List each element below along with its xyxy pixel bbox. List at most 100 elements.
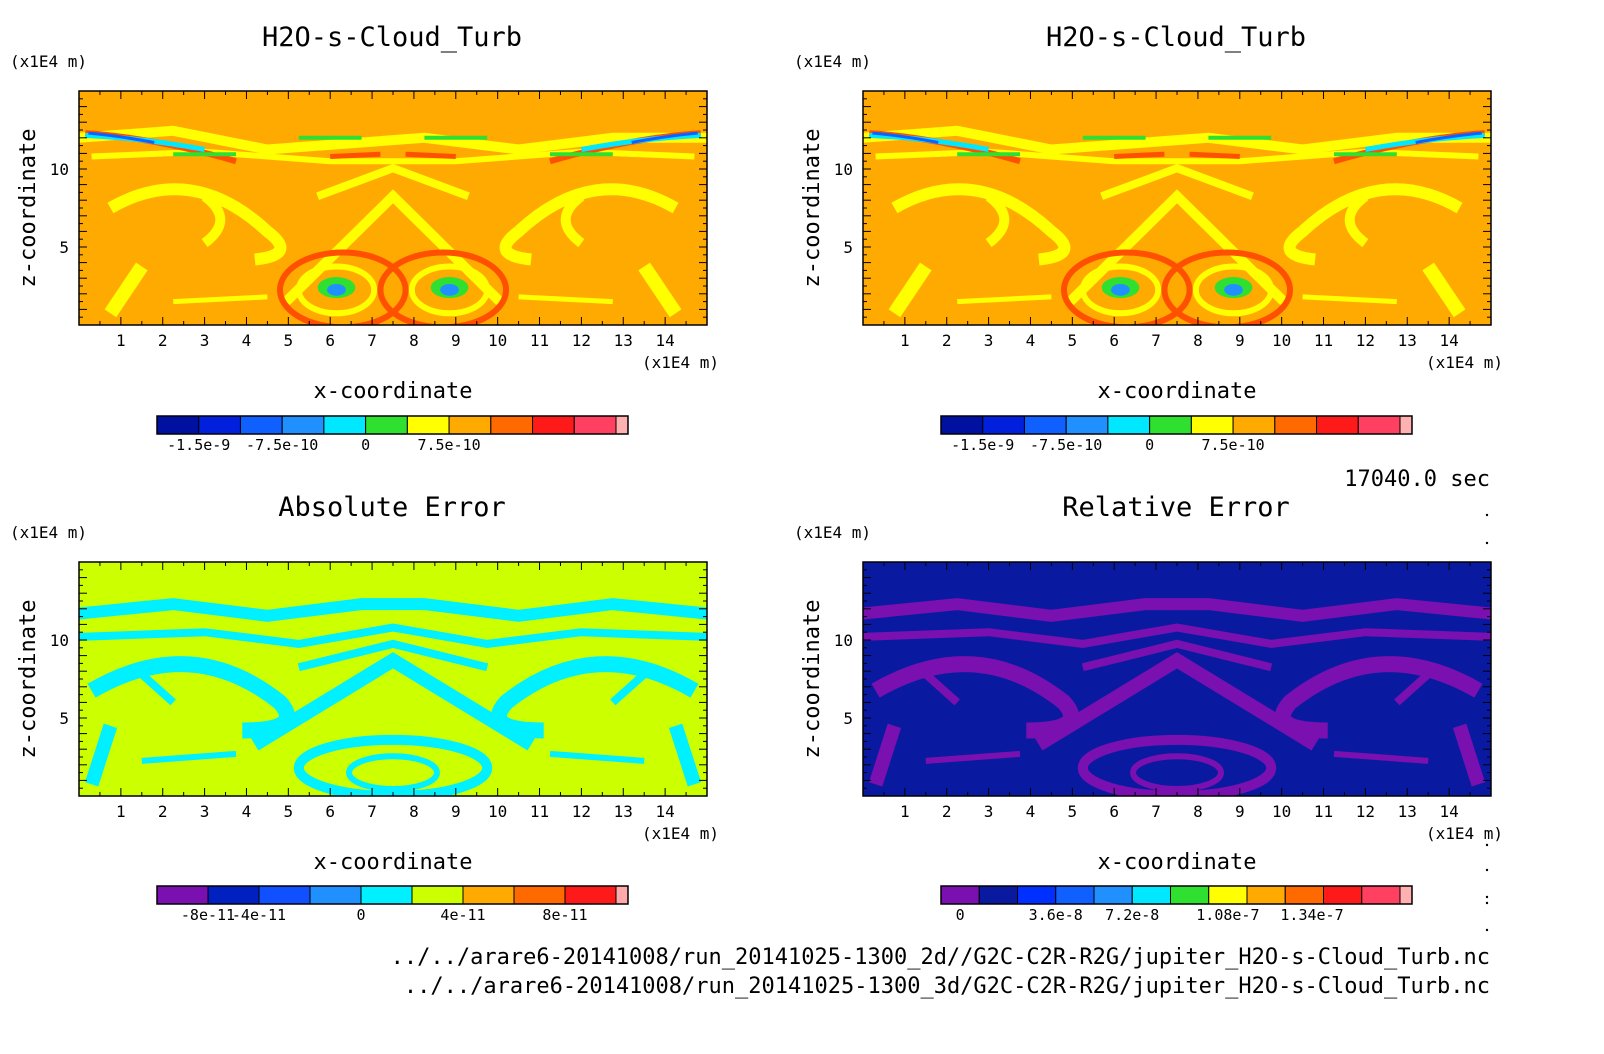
- colorbar-segment: [406, 415, 450, 435]
- colorbar-segment: [1399, 885, 1413, 905]
- colorbar-tick-label: -7.5e-10: [246, 436, 318, 454]
- field-feature: [295, 263, 378, 317]
- heatmap-field: [79, 562, 707, 796]
- x-tick-label: 10: [488, 802, 507, 821]
- edge-dot: [1485, 868, 1489, 872]
- field-feature: [1100, 163, 1254, 201]
- x-tick-label: 7: [1151, 802, 1161, 821]
- colorbar-segment: [1208, 885, 1248, 905]
- chart-panel-1: H2O-s-Cloud_Turb(x1E4 m)1 2 3 4 5 6 7 8 9 10 11 12 1…: [10, 22, 719, 454]
- heatmap-field: [79, 91, 707, 325]
- field-feature: [346, 753, 440, 792]
- colorbar-segment: [982, 415, 1025, 435]
- field-feature: [104, 262, 148, 318]
- colorbar-tick-label: -8e-11: [181, 906, 235, 924]
- x-unit-label: (x1E4 m): [642, 353, 719, 372]
- x-tick-label: 8: [1193, 802, 1203, 821]
- field-feature: [1192, 263, 1275, 317]
- field-feature: [638, 262, 682, 318]
- colorbar-segment: [564, 885, 617, 905]
- colorbar-segment: [513, 885, 566, 905]
- x-tick-label: 9: [1235, 802, 1245, 821]
- x-tick-label: 9: [1235, 331, 1245, 350]
- x-tick-label: 13: [1398, 802, 1417, 821]
- x-tick-label: 11: [1314, 802, 1333, 821]
- field-feature: [1189, 151, 1240, 159]
- colorbar-segment: [448, 415, 492, 435]
- y-tick-label: 5: [59, 709, 69, 728]
- field-feature: [1283, 183, 1463, 266]
- x-tick-label: 12: [1356, 802, 1375, 821]
- colorbar-segment: [1017, 885, 1057, 905]
- colorbar-segment: [1023, 415, 1067, 435]
- x-tick-label: 5: [1068, 331, 1078, 350]
- colorbar-tick-label: 7.5e-10: [417, 436, 480, 454]
- colorbar-segment: [198, 415, 241, 435]
- colorbar-tick-label: 7.5e-10: [1201, 436, 1264, 454]
- colorbar-tick-label: 0: [1145, 436, 1154, 454]
- x-tick-label: 8: [409, 802, 419, 821]
- field-feature: [499, 183, 679, 266]
- field-feature: [631, 131, 698, 144]
- x-unit-label: (x1E4 m): [1426, 353, 1503, 372]
- field-feature: [1081, 639, 1273, 672]
- colorbar-segment: [156, 885, 209, 905]
- edge-dot: [1485, 895, 1489, 899]
- field-feature: [1161, 249, 1294, 325]
- x-tick-label: 3: [984, 331, 994, 350]
- x-tick-label: 2: [158, 331, 168, 350]
- field-feature: [1130, 753, 1224, 792]
- colorbar-tick-label: 0: [356, 906, 365, 924]
- x-tick-label: 5: [284, 802, 294, 821]
- colorbar-tick-label: 0: [361, 436, 370, 454]
- x-axis-label: x-coordinate: [1098, 850, 1257, 875]
- x-tick-label: 2: [942, 331, 952, 350]
- x-tick-label: 10: [488, 331, 507, 350]
- x-tick-label: 13: [614, 331, 633, 350]
- field-feature: [405, 151, 456, 159]
- colorbar-tick-label: 8e-11: [542, 906, 587, 924]
- colorbar-segment: [365, 415, 408, 435]
- x-tick-label: 8: [1193, 331, 1203, 350]
- colorbar-tick-label: 7.2e-8: [1105, 906, 1159, 924]
- x-tick-label: 5: [1068, 802, 1078, 821]
- field-feature: [1344, 192, 1369, 248]
- x-tick-label: 12: [572, 802, 591, 821]
- x-tick-label: 5: [284, 331, 294, 350]
- field-feature: [408, 263, 491, 317]
- colorbar-segment: [490, 415, 534, 435]
- colorbar-segment: [1065, 415, 1109, 435]
- field-feature: [1452, 723, 1486, 787]
- colorbar-segment: [1316, 415, 1359, 435]
- colorbar-segment: [615, 415, 629, 435]
- y-tick-label: 5: [843, 709, 853, 728]
- colorbar-tick-label: -1.5e-9: [167, 436, 230, 454]
- field-feature: [863, 598, 1491, 622]
- field-feature: [1394, 671, 1431, 706]
- x-tick-label: 7: [367, 331, 377, 350]
- colorbar-segment: [1399, 415, 1413, 435]
- x-tick-label: 4: [242, 331, 252, 350]
- y-unit-label: (x1E4 m): [10, 523, 87, 542]
- x-tick-label: 6: [325, 331, 335, 350]
- field-feature: [888, 262, 932, 318]
- x-tick-label: 14: [1440, 331, 1459, 350]
- x-axis-label: x-coordinate: [1098, 379, 1257, 404]
- field-feature: [139, 671, 176, 706]
- edge-dot: [1485, 843, 1489, 847]
- x-tick-label: 10: [1272, 802, 1291, 821]
- x-tick-label: 11: [530, 331, 549, 350]
- field-feature: [1302, 294, 1397, 305]
- x-tick-label: 6: [325, 802, 335, 821]
- x-tick-label: 9: [451, 802, 461, 821]
- chart-panel-2: H2O-s-Cloud_Turb(x1E4 m)1 2 3 4 5 6 7 8 9 10 11 12 1…: [794, 22, 1503, 454]
- colorbar-segment: [532, 415, 575, 435]
- y-axis-label: z-coordinate: [800, 600, 825, 759]
- colorbar-segment: [323, 415, 367, 435]
- colorbar-segment: [1131, 885, 1171, 905]
- colorbar-segment: [309, 885, 362, 905]
- chart-title: H2O-s-Cloud_Turb: [262, 22, 522, 53]
- colorbar-frame: [156, 415, 629, 435]
- field-feature: [276, 249, 409, 325]
- x-tick-label: 14: [1440, 802, 1459, 821]
